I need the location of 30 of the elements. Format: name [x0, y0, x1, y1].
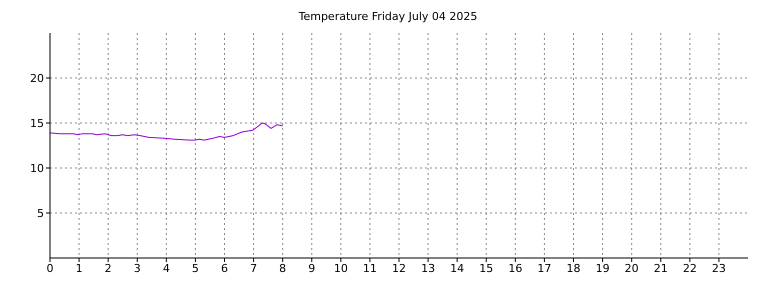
x-tick-label: 1	[76, 262, 83, 275]
x-tick-label: 22	[682, 262, 697, 275]
y-tick-label: 10	[30, 162, 44, 175]
x-tick-label: 5	[192, 262, 199, 275]
x-tick-label: 3	[134, 262, 141, 275]
x-tick-label: 17	[537, 262, 552, 275]
y-tick-label: 5	[37, 206, 44, 220]
x-tick-label: 2	[104, 262, 112, 275]
x-tick-label: 16	[508, 262, 522, 275]
x-tick-label: 19	[596, 262, 610, 275]
x-tick-label: 14	[450, 262, 464, 275]
x-tick-label: 21	[654, 262, 668, 275]
x-tick-label: 18	[566, 262, 580, 275]
y-tick-label: 15	[30, 116, 44, 130]
x-tick-label: 15	[479, 262, 494, 275]
x-tick-label: 11	[362, 262, 377, 275]
x-tick-label: 10	[334, 262, 348, 275]
x-tick-label: 0	[46, 262, 54, 275]
line-series	[50, 122, 284, 141]
x-tick-label: 13	[421, 262, 436, 275]
y-tick-label: 20	[30, 72, 44, 85]
x-tick-label: 20	[624, 262, 639, 275]
x-tick-label: 6	[221, 262, 228, 275]
x-tick-label: 4	[162, 262, 170, 275]
x-tick-label: 7	[250, 262, 258, 275]
x-tick-label: 8	[279, 262, 286, 275]
x-tick-label: 12	[392, 262, 406, 275]
x-tick-label: 9	[308, 262, 316, 275]
x-tick-label: 23	[712, 262, 726, 275]
chart-title: Temperature Friday July 04 2025	[298, 10, 478, 23]
